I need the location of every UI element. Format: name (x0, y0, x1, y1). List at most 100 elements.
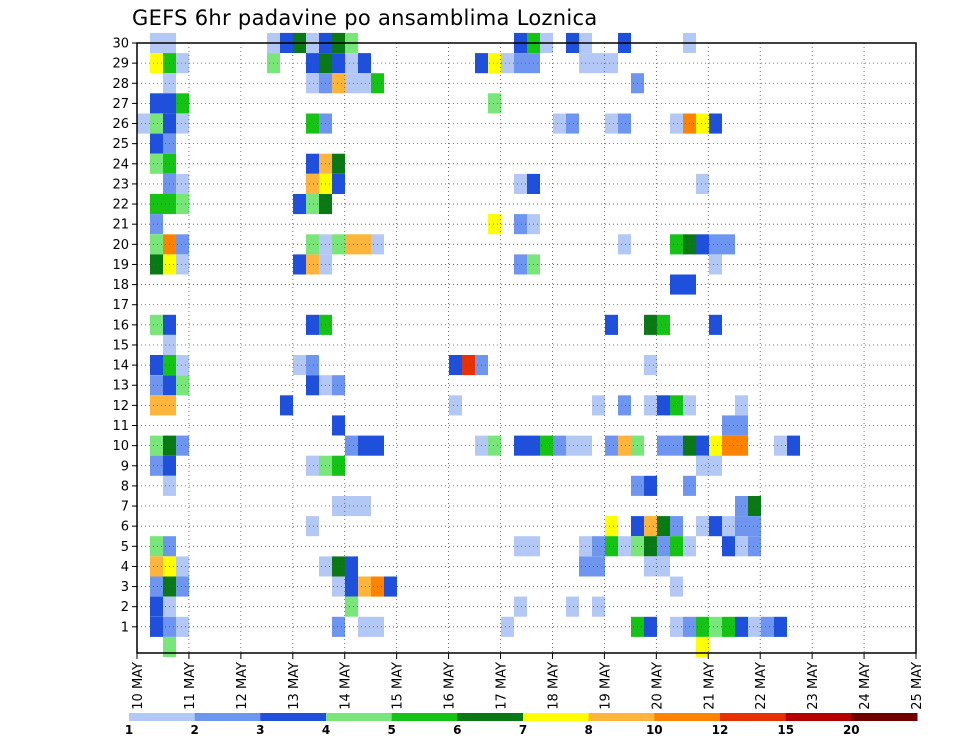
legend-swatch (260, 713, 326, 721)
legend-tick-label: 1 (125, 723, 133, 737)
y-tick-label: 28 (112, 77, 129, 92)
x-tick-label: 23 MAY (806, 662, 821, 710)
legend-tick-label: 5 (388, 723, 396, 737)
x-tick-label: 18 MAY (547, 662, 562, 710)
x-tick-label: 25 MAY (910, 662, 925, 710)
heatmap-cell (657, 516, 670, 536)
heatmap-cell (709, 617, 722, 637)
x-tick-label: 11 MAY (183, 662, 198, 710)
legend-tick-label: 12 (712, 723, 729, 737)
heatmap-cell (137, 114, 150, 134)
y-tick-label: 16 (112, 318, 129, 333)
heatmap-cell (761, 617, 774, 637)
heatmap-cell (709, 516, 722, 536)
legend-swatch (392, 713, 458, 721)
y-tick-label: 13 (112, 379, 129, 394)
y-tick-label: 18 (112, 278, 129, 293)
heatmap-cell (709, 456, 722, 476)
legend-swatch (851, 713, 917, 721)
y-tick-label: 7 (121, 500, 129, 515)
y-tick-label: 3 (121, 580, 129, 595)
heatmap-cell (293, 355, 306, 375)
heatmap-cell (345, 436, 358, 456)
x-tick-label: 15 MAY (391, 662, 406, 710)
legend-tick-label: 7 (519, 723, 527, 737)
y-tick-label: 1 (121, 620, 129, 635)
x-tick-label: 13 MAY (287, 662, 302, 710)
heatmap-cell (696, 637, 709, 657)
legend-tick-label: 10 (646, 723, 663, 737)
x-tick-label: 20 MAY (650, 662, 665, 710)
y-tick-label: 24 (112, 157, 129, 172)
heatmap-cell (709, 436, 722, 456)
heatmap-cell (709, 254, 722, 274)
x-tick-label: 10 MAY (131, 662, 146, 710)
heatmap-cell (657, 556, 670, 576)
heatmap-cell (657, 395, 670, 415)
legend-tick-label: 8 (585, 723, 593, 737)
x-tick-label: 24 MAY (858, 662, 873, 710)
heatmap-cell (345, 234, 358, 254)
heatmap-cell (709, 315, 722, 335)
legend-swatch (654, 713, 720, 721)
heatmap-cell (657, 315, 670, 335)
plot-frame (137, 43, 916, 653)
legend-tick-label: 15 (777, 723, 794, 737)
y-tick-label: 15 (112, 338, 129, 353)
y-tick-label: 27 (112, 97, 129, 112)
legend-tick-label: 2 (191, 723, 199, 737)
heatmap-cell (449, 355, 462, 375)
heatmap-cell (345, 556, 358, 576)
y-tick-label: 10 (112, 439, 129, 454)
heatmap-cell (293, 194, 306, 214)
heatmap-cell (709, 234, 722, 254)
y-tick-label: 12 (112, 399, 129, 414)
heatmap-cell (605, 114, 618, 134)
legend-swatch (129, 713, 195, 721)
heatmap-chart: 1234567891011121314151617181920212223242… (0, 0, 960, 742)
color-legend: 1 2 3 4 5 6 7 8 10 12 15 20 (125, 713, 918, 737)
legend-swatch (720, 713, 786, 721)
legend-swatch (457, 713, 523, 721)
legend-swatch (589, 713, 655, 721)
grid-lines (137, 43, 916, 653)
heatmap-cell (345, 73, 358, 93)
y-tick-label: 5 (121, 540, 129, 555)
y-tick-label: 2 (121, 600, 129, 615)
legend-tick-label: 20 (843, 723, 860, 737)
y-tick-label: 11 (112, 419, 129, 434)
x-tick-label: 22 MAY (754, 662, 769, 710)
legend-swatch (523, 713, 589, 721)
legend-tick-label: 3 (256, 723, 264, 737)
heatmap-cell (553, 436, 566, 456)
y-tick-label: 26 (112, 117, 129, 132)
heatmap-cell (345, 53, 358, 73)
y-tick-label: 20 (112, 238, 129, 253)
y-tick-label: 21 (112, 218, 129, 233)
x-tick-label: 17 MAY (495, 662, 510, 710)
legend-swatch (326, 713, 392, 721)
y-tick-label: 9 (121, 459, 129, 474)
legend-swatch (195, 713, 261, 721)
y-tick-label: 25 (112, 137, 129, 152)
y-tick-label: 29 (112, 57, 129, 72)
heatmap-cell (605, 436, 618, 456)
heatmap-cell (345, 577, 358, 597)
heatmap-cell (605, 516, 618, 536)
y-tick-label: 6 (121, 520, 129, 535)
y-tick-label: 8 (121, 479, 129, 494)
heatmap-cell (605, 53, 618, 73)
heatmap-cell (345, 597, 358, 617)
heatmap-cell (657, 536, 670, 556)
heatmap-cell (501, 53, 514, 73)
x-tick-label: 16 MAY (443, 662, 458, 710)
heatmap-cell (163, 637, 176, 657)
heatmap-cell (293, 254, 306, 274)
y-tick-label: 14 (112, 359, 129, 374)
legend-tick-label: 4 (322, 723, 330, 737)
y-tick-label: 22 (112, 198, 129, 213)
heatmap-cell (605, 315, 618, 335)
heatmap-cell (709, 114, 722, 134)
heatmap-cells (137, 33, 800, 657)
heatmap-cell (553, 114, 566, 134)
